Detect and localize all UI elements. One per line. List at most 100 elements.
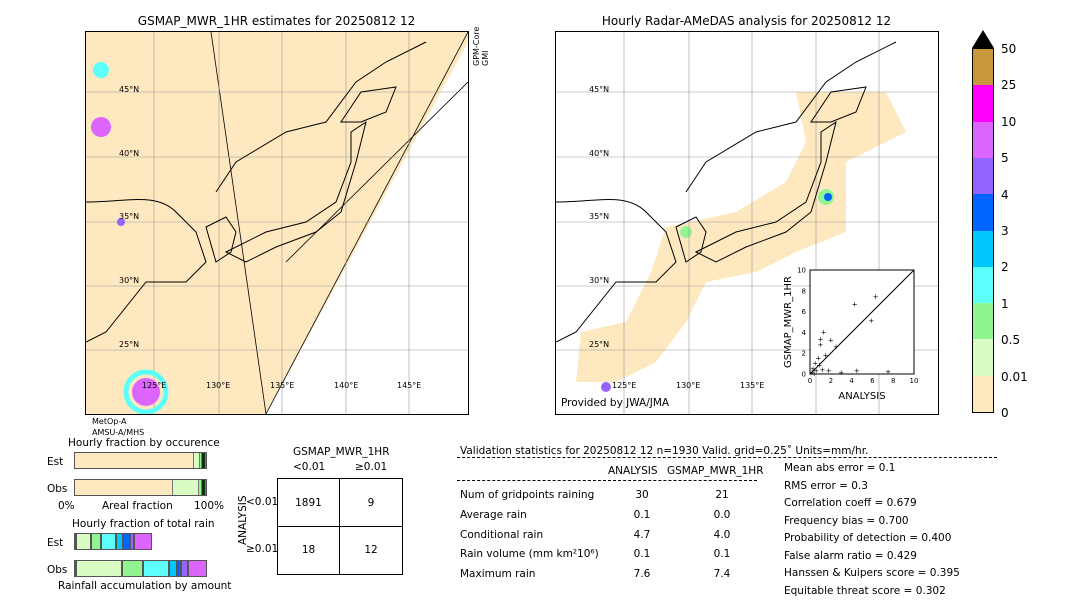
colorbar-segment — [973, 157, 993, 195]
bar-segment — [172, 480, 199, 495]
lon-label: 125°E — [142, 381, 167, 390]
x-tick-label: 0 — [808, 377, 812, 385]
contingency-title: GSMAP_MWR_1HR — [293, 446, 390, 458]
row-label: Obs — [47, 564, 68, 576]
colorbar-extend-arrow — [972, 30, 994, 48]
colorbar-label: 5 — [1001, 151, 1009, 166]
scatter-point: + — [817, 341, 823, 349]
colorbar-label: 10 — [1001, 114, 1017, 129]
scatter-point: + — [817, 336, 823, 344]
scatter-point: + — [885, 368, 891, 376]
lat-label: 45°N — [589, 85, 610, 94]
occurrence-title: Hourly fraction by occurence — [68, 437, 220, 449]
lon-label: 130°E — [676, 381, 701, 390]
colorbar-segment — [973, 49, 993, 86]
lat-label: 40°N — [589, 149, 610, 158]
x-tick-label: 8 — [891, 377, 895, 385]
y-tick-label: 0 — [802, 371, 806, 379]
scatter-point: + — [826, 367, 832, 375]
row-label: Est — [47, 537, 64, 549]
coastline — [86, 41, 427, 343]
colorbar-label: 2 — [1001, 260, 1009, 275]
total-rain-title: Hourly fraction of total rain — [72, 518, 215, 530]
row-label: Est — [47, 456, 64, 468]
bar-segment — [202, 480, 206, 495]
diagonal-line — [809, 269, 915, 375]
bar-segment — [90, 533, 102, 550]
divider — [457, 480, 757, 481]
bar-segment — [76, 533, 91, 550]
lat-label: 30°N — [119, 276, 140, 285]
stats-gsmap-value: 4.0 — [713, 529, 731, 541]
bar-segment — [76, 560, 123, 577]
lat-label: 40°N — [119, 149, 140, 158]
sensor-label: GPM-Core — [472, 26, 481, 66]
sensor-label: AMSU-A/MHS — [92, 428, 145, 437]
bar-segment — [200, 453, 203, 468]
cell: 1891 — [295, 497, 322, 509]
stats-gsmap-value: 0.0 — [713, 509, 731, 521]
col-header: <0.01 — [293, 461, 326, 473]
scatter-point: + — [816, 362, 822, 370]
stats-row-label: Maximum rain — [460, 568, 536, 580]
lon-label: 125°E — [612, 381, 637, 390]
lon-label: 145°E — [397, 381, 422, 390]
scatter-point: + — [810, 365, 816, 373]
colorbar-label: 4 — [1001, 187, 1009, 202]
bar-segment — [122, 560, 144, 577]
score-item: RMS error = 0.3 — [784, 479, 868, 492]
left-map-canvas — [86, 32, 468, 414]
colorbar-label: 3 — [1001, 224, 1009, 238]
divider — [457, 457, 997, 458]
bar-segment — [188, 560, 207, 577]
left-map — [85, 31, 469, 415]
scatter-point: + — [820, 366, 826, 374]
colorbar-segment — [973, 85, 993, 122]
stats-col-header: GSMAP_MWR_1HR — [667, 465, 764, 477]
total-rain-est-bar — [74, 533, 207, 550]
bar-segment — [202, 453, 206, 468]
lat-label: 45°N — [119, 85, 140, 94]
scatter-point: + — [852, 300, 858, 308]
cell: 12 — [364, 544, 378, 556]
data-credit: Provided by JWA/JMA — [561, 397, 670, 409]
score-item: Mean abs error = 0.1 — [784, 462, 896, 474]
score-item: Correlation coeff = 0.679 — [784, 497, 917, 509]
scatter-point: + — [811, 370, 817, 378]
contingency-table: 1891 9 18 12 — [277, 478, 403, 575]
colorbar-segment — [973, 339, 993, 376]
colorbar-segment — [973, 230, 993, 267]
stats-analysis-value: 0.1 — [633, 548, 651, 560]
stats-gsmap-value: 21 — [715, 489, 729, 501]
scatter-point: + — [854, 367, 860, 375]
scatter-point: + — [873, 293, 879, 301]
bar-segment — [122, 533, 131, 550]
bar-segment — [134, 533, 152, 550]
cell: 18 — [301, 544, 316, 556]
occurrence-obs-bar — [74, 479, 207, 496]
stats-row-label: Num of gridpoints raining — [460, 489, 595, 501]
total-rain-obs-bar — [74, 560, 207, 577]
lat-label: 35°N — [589, 212, 610, 221]
sensor-label: GMI — [481, 50, 490, 66]
stats-analysis-value: 30 — [635, 489, 649, 501]
colorbar-segment — [973, 194, 993, 231]
left-sensor-bottom: MetOp-A AMSU-A/MHS — [92, 416, 144, 438]
occurrence-xlabel: Areal fraction — [102, 500, 173, 512]
bar-segment — [194, 453, 201, 468]
x-tick-label: 4 — [849, 377, 854, 385]
bar-segment — [176, 560, 181, 577]
colorbar-label: 1 — [1001, 296, 1009, 311]
y-tick-label: 6 — [802, 308, 807, 316]
left-sensor-top: GPM-Core GMI — [472, 26, 490, 66]
y-tick-label: 10 — [797, 267, 806, 275]
stats-analysis-value: 7.6 — [633, 568, 651, 580]
scatter-point: + — [868, 317, 874, 325]
y-tick-label: 8 — [802, 287, 806, 295]
axis-min-label: 0% — [58, 500, 75, 512]
scatter-point: + — [809, 369, 815, 377]
bar-segment — [74, 533, 76, 550]
lat-label: 25°N — [119, 340, 140, 349]
